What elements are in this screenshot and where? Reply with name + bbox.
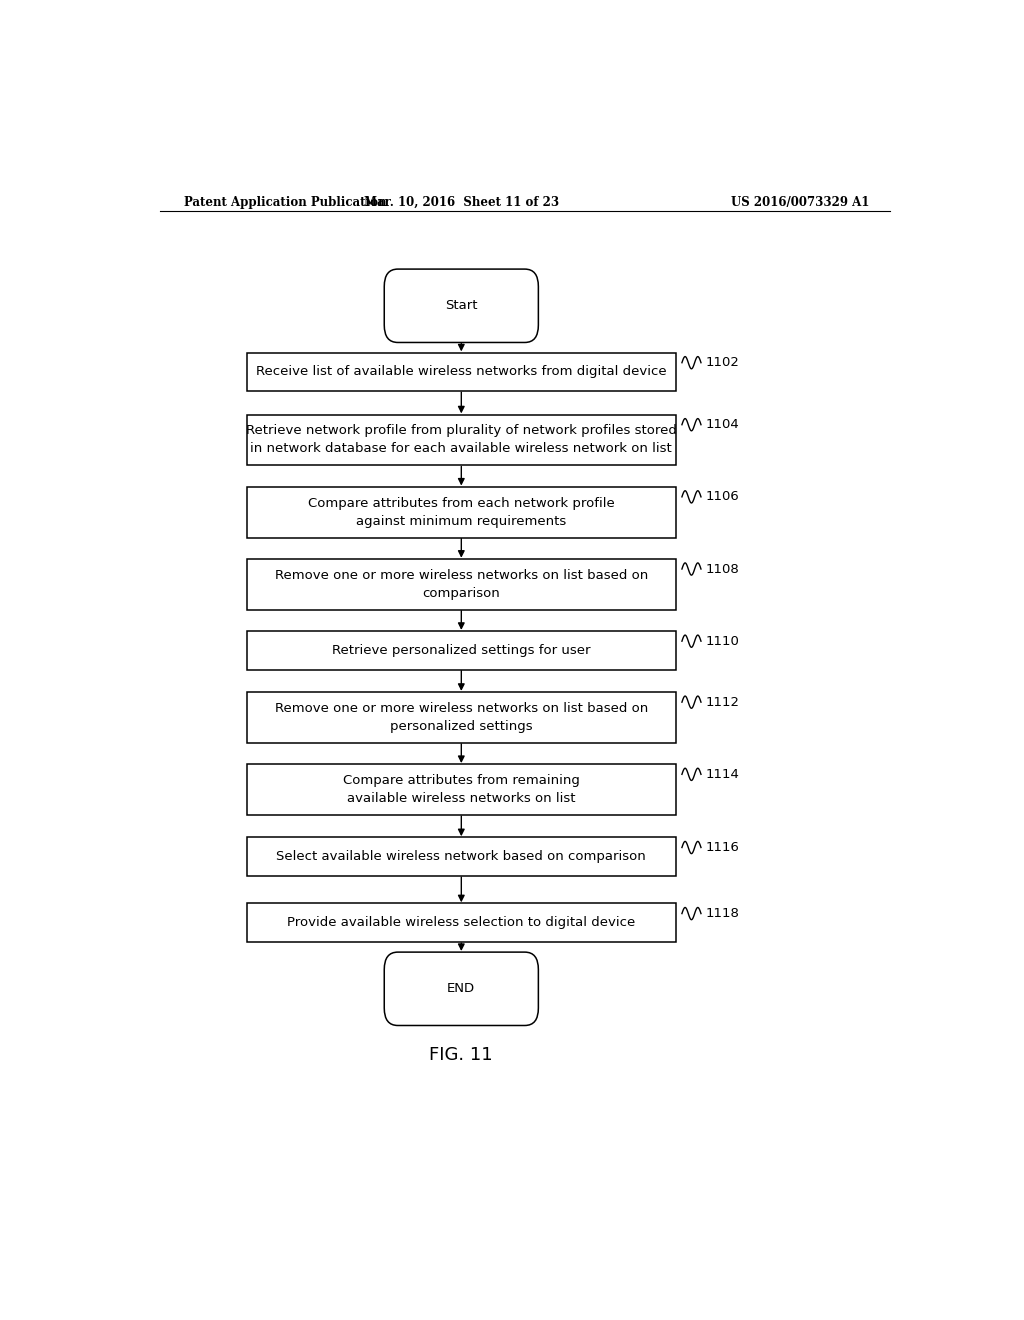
Bar xyxy=(247,558,676,610)
Bar xyxy=(247,692,676,743)
Text: FIG. 11: FIG. 11 xyxy=(429,1045,494,1064)
Bar xyxy=(247,764,676,814)
Text: Receive list of available wireless networks from digital device: Receive list of available wireless netwo… xyxy=(256,366,667,379)
Text: Retrieve network profile from plurality of network profiles stored
in network da: Retrieve network profile from plurality … xyxy=(246,425,677,455)
Text: Patent Application Publication: Patent Application Publication xyxy=(183,195,386,209)
Text: Start: Start xyxy=(445,300,477,313)
Text: 1118: 1118 xyxy=(706,907,739,920)
Text: Provide available wireless selection to digital device: Provide available wireless selection to … xyxy=(287,916,636,929)
Bar xyxy=(247,631,676,669)
Text: Compare attributes from remaining
available wireless networks on list: Compare attributes from remaining availa… xyxy=(343,774,580,805)
Text: 1112: 1112 xyxy=(706,696,739,709)
FancyBboxPatch shape xyxy=(384,952,539,1026)
Bar xyxy=(247,903,676,942)
Bar xyxy=(247,837,676,876)
Bar xyxy=(247,487,676,537)
Text: 1106: 1106 xyxy=(706,490,739,503)
Text: 1114: 1114 xyxy=(706,768,739,781)
Text: 1110: 1110 xyxy=(706,635,739,648)
Text: Remove one or more wireless networks on list based on
comparison: Remove one or more wireless networks on … xyxy=(274,569,648,599)
Text: 1108: 1108 xyxy=(706,562,739,576)
Text: Compare attributes from each network profile
against minimum requirements: Compare attributes from each network pro… xyxy=(308,496,614,528)
Text: 1104: 1104 xyxy=(706,418,739,432)
Text: Mar. 10, 2016  Sheet 11 of 23: Mar. 10, 2016 Sheet 11 of 23 xyxy=(364,195,559,209)
Text: Select available wireless network based on comparison: Select available wireless network based … xyxy=(276,850,646,863)
Bar xyxy=(247,352,676,391)
Text: Retrieve personalized settings for user: Retrieve personalized settings for user xyxy=(332,644,591,657)
Text: US 2016/0073329 A1: US 2016/0073329 A1 xyxy=(731,195,869,209)
Text: END: END xyxy=(447,982,475,995)
Text: Remove one or more wireless networks on list based on
personalized settings: Remove one or more wireless networks on … xyxy=(274,702,648,733)
Text: 1116: 1116 xyxy=(706,841,739,854)
FancyBboxPatch shape xyxy=(384,269,539,342)
Text: 1102: 1102 xyxy=(706,356,739,370)
Bar xyxy=(247,414,676,466)
